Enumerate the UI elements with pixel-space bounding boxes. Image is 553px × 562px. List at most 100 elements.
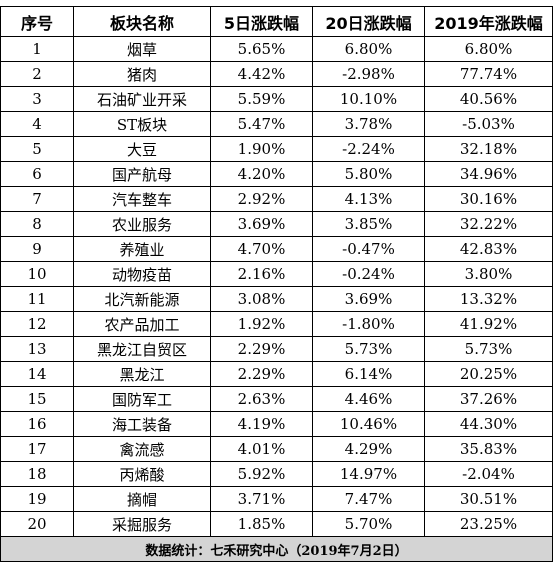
cell-2019-change: 34.96% bbox=[424, 161, 553, 187]
cell-sector-name: 北汽新能源 bbox=[73, 286, 211, 312]
cell-sector-name: 汽车整车 bbox=[73, 186, 211, 212]
cell-5day-change: 5.59% bbox=[210, 86, 313, 112]
cell-5day-change: 2.29% bbox=[210, 336, 313, 362]
cell-20day-change: 3.85% bbox=[312, 211, 425, 237]
cell-20day-change: 5.73% bbox=[312, 336, 425, 362]
header-2019-change: 2019年涨跌幅 bbox=[424, 6, 553, 37]
table-row: 2 猪肉 4.42% -2.98% 77.74% bbox=[0, 61, 553, 87]
table-row: 20 采掘服务 1.85% 5.70% 23.25% bbox=[0, 511, 553, 537]
cell-5day-change: 4.20% bbox=[210, 161, 313, 187]
cell-2019-change: -2.04% bbox=[424, 461, 553, 487]
cell-2019-change: 13.32% bbox=[424, 286, 553, 312]
cell-2019-change: 35.83% bbox=[424, 436, 553, 462]
cell-index: 9 bbox=[0, 236, 74, 262]
table-row: 3 石油矿业开采 5.59% 10.10% 40.56% bbox=[0, 86, 553, 112]
cell-sector-name: 国产航母 bbox=[73, 161, 211, 187]
cell-2019-change: -5.03% bbox=[424, 111, 553, 137]
cell-20day-change: 10.46% bbox=[312, 411, 425, 437]
cell-sector-name: 猪肉 bbox=[73, 61, 211, 87]
cell-20day-change: 4.46% bbox=[312, 386, 425, 412]
cell-20day-change: 6.14% bbox=[312, 361, 425, 387]
cell-20day-change: 7.47% bbox=[312, 486, 425, 512]
table-row: 13 黑龙江自贸区 2.29% 5.73% 5.73% bbox=[0, 336, 553, 362]
table-row: 15 国防军工 2.63% 4.46% 37.26% bbox=[0, 386, 553, 412]
cell-2019-change: 30.51% bbox=[424, 486, 553, 512]
sector-performance-table: 序号 板块名称 5日涨跌幅 20日涨跌幅 2019年涨跌幅 1 烟草 5.65% 6.… bbox=[0, 6, 553, 562]
cell-sector-name: 养殖业 bbox=[73, 236, 211, 262]
cell-20day-change: 4.13% bbox=[312, 186, 425, 212]
cell-5day-change: 1.90% bbox=[210, 136, 313, 162]
cell-sector-name: 农业服务 bbox=[73, 211, 211, 237]
cell-20day-change: 5.80% bbox=[312, 161, 425, 187]
table-footer-row: 数据统计：七禾研究中心（2019年7月2日） bbox=[0, 536, 553, 562]
cell-sector-name: 丙烯酸 bbox=[73, 461, 211, 487]
cell-sector-name: 禽流感 bbox=[73, 436, 211, 462]
cell-20day-change: 14.97% bbox=[312, 461, 425, 487]
table-row: 11 北汽新能源 3.08% 3.69% 13.32% bbox=[0, 286, 553, 312]
table-body: 1 烟草 5.65% 6.80% 6.80% 2 猪肉 4.42% -2.98% 77.74% 3 石… bbox=[0, 36, 553, 537]
table-row: 17 禽流感 4.01% 4.29% 35.83% bbox=[0, 436, 553, 462]
cell-2019-change: 40.56% bbox=[424, 86, 553, 112]
cell-sector-name: 采掘服务 bbox=[73, 511, 211, 537]
cell-5day-change: 1.92% bbox=[210, 311, 313, 337]
cell-sector-name: 国防军工 bbox=[73, 386, 211, 412]
cell-sector-name: 黑龙江 bbox=[73, 361, 211, 387]
cell-5day-change: 4.19% bbox=[210, 411, 313, 437]
cell-5day-change: 4.70% bbox=[210, 236, 313, 262]
cell-sector-name: 农产品加工 bbox=[73, 311, 211, 337]
cell-index: 2 bbox=[0, 61, 74, 87]
table-row: 19 摘帽 3.71% 7.47% 30.51% bbox=[0, 486, 553, 512]
table-row: 16 海工装备 4.19% 10.46% 44.30% bbox=[0, 411, 553, 437]
cell-5day-change: 2.29% bbox=[210, 361, 313, 387]
cell-2019-change: 44.30% bbox=[424, 411, 553, 437]
cell-2019-change: 41.92% bbox=[424, 311, 553, 337]
cell-index: 1 bbox=[0, 36, 74, 62]
cell-5day-change: 4.01% bbox=[210, 436, 313, 462]
cell-20day-change: -0.24% bbox=[312, 261, 425, 287]
cell-5day-change: 4.42% bbox=[210, 61, 313, 87]
cell-sector-name: 黑龙江自贸区 bbox=[73, 336, 211, 362]
cell-20day-change: 4.29% bbox=[312, 436, 425, 462]
cell-20day-change: 5.70% bbox=[312, 511, 425, 537]
cell-20day-change: 10.10% bbox=[312, 86, 425, 112]
cell-20day-change: -0.47% bbox=[312, 236, 425, 262]
table-row: 12 农产品加工 1.92% -1.80% 41.92% bbox=[0, 311, 553, 337]
table-row: 9 养殖业 4.70% -0.47% 42.83% bbox=[0, 236, 553, 262]
table-row: 7 汽车整车 2.92% 4.13% 30.16% bbox=[0, 186, 553, 212]
cell-20day-change: 6.80% bbox=[312, 36, 425, 62]
cell-2019-change: 30.16% bbox=[424, 186, 553, 212]
cell-2019-change: 5.73% bbox=[424, 336, 553, 362]
cell-index: 6 bbox=[0, 161, 74, 187]
table-row: 5 大豆 1.90% -2.24% 32.18% bbox=[0, 136, 553, 162]
data-source-note: 数据统计：七禾研究中心（2019年7月2日） bbox=[0, 536, 553, 562]
cell-index: 19 bbox=[0, 486, 74, 512]
cell-5day-change: 5.47% bbox=[210, 111, 313, 137]
cell-5day-change: 5.92% bbox=[210, 461, 313, 487]
cell-20day-change: 3.69% bbox=[312, 286, 425, 312]
cell-2019-change: 77.74% bbox=[424, 61, 553, 87]
cell-2019-change: 42.83% bbox=[424, 236, 553, 262]
table-row: 14 黑龙江 2.29% 6.14% 20.25% bbox=[0, 361, 553, 387]
cell-5day-change: 5.65% bbox=[210, 36, 313, 62]
cell-2019-change: 3.80% bbox=[424, 261, 553, 287]
cell-5day-change: 2.63% bbox=[210, 386, 313, 412]
cell-20day-change: -1.80% bbox=[312, 311, 425, 337]
cell-index: 12 bbox=[0, 311, 74, 337]
cell-5day-change: 2.92% bbox=[210, 186, 313, 212]
cell-2019-change: 20.25% bbox=[424, 361, 553, 387]
cell-sector-name: 动物疫苗 bbox=[73, 261, 211, 287]
cell-2019-change: 23.25% bbox=[424, 511, 553, 537]
cell-index: 11 bbox=[0, 286, 74, 312]
cell-index: 10 bbox=[0, 261, 74, 287]
cell-5day-change: 2.16% bbox=[210, 261, 313, 287]
header-index: 序号 bbox=[0, 6, 74, 37]
table-row: 4 ST板块 5.47% 3.78% -5.03% bbox=[0, 111, 553, 137]
cell-index: 5 bbox=[0, 136, 74, 162]
cell-5day-change: 3.08% bbox=[210, 286, 313, 312]
cell-index: 13 bbox=[0, 336, 74, 362]
cell-index: 15 bbox=[0, 386, 74, 412]
header-5day-change: 5日涨跌幅 bbox=[210, 6, 313, 37]
cell-sector-name: 石油矿业开采 bbox=[73, 86, 211, 112]
cell-index: 17 bbox=[0, 436, 74, 462]
